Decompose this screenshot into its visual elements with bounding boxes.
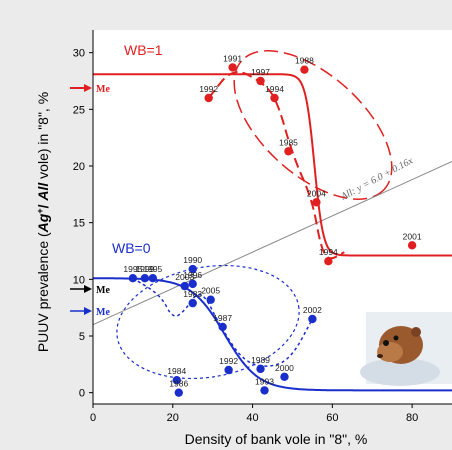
y-tick-label: 15: [73, 218, 85, 230]
wb1-point: [270, 93, 279, 103]
wb1-point: [407, 241, 417, 250]
wb1-group-label: WB=1: [124, 42, 163, 58]
wb0-point: [172, 376, 181, 385]
wb0-point-label: 1990: [183, 255, 202, 265]
wb0-point: [180, 281, 189, 291]
x-axis-title: Density of bank vole in "8", %: [185, 431, 368, 447]
wb0-point: [174, 388, 183, 397]
wb0-point: [260, 386, 269, 395]
data-points: [128, 63, 417, 397]
wb0-point: [148, 274, 158, 283]
wb0-point-label: 2005: [201, 286, 220, 296]
wb1-point-label: 1997: [251, 67, 270, 77]
wb1-point-label: 1994: [265, 84, 284, 94]
wb1-point: [300, 65, 309, 74]
wb0-point: [188, 264, 197, 274]
wb0-point: [256, 364, 265, 374]
y-axis-title-ag: Ag: [35, 213, 51, 233]
wb1-point-label: 2001: [403, 231, 422, 241]
wb0-point-label: 1986: [169, 379, 188, 389]
y-axis-title-slash: /: [35, 201, 51, 209]
y-axis-title-part2: vole) in "8", %: [35, 92, 51, 183]
wb0-point-label: 1999: [135, 264, 154, 274]
wb0-point-label: 1983: [183, 289, 202, 299]
wb1-point: [228, 63, 237, 72]
wb0-group-label: WB=0: [112, 240, 151, 256]
wb1-trend-dashed: [207, 71, 345, 260]
wb0-point-label: 2002: [303, 305, 322, 315]
wb0-point: [224, 365, 233, 375]
wb0-point-label: 2003: [175, 272, 194, 282]
bank-vole-photo: [360, 312, 452, 386]
y-tick-label: 10: [73, 274, 85, 286]
point-labels: 1992 1991 1997 1994 1988 1985 2004 1994 2001 1995…: [123, 53, 421, 388]
x-tick-label: 0: [90, 412, 96, 424]
wb0-point-label: 1993: [255, 376, 274, 386]
all-regression-line: [92, 161, 452, 326]
wb0-point: [188, 298, 197, 308]
wb0-point: [188, 279, 197, 289]
wb1-point-label: 1992: [199, 84, 218, 94]
x-tick-label: 20: [167, 412, 179, 424]
x-tick-label: 60: [326, 412, 338, 424]
wb1-point: [284, 147, 293, 156]
y-tick-label: 5: [79, 331, 85, 343]
wb0-point-label: 2000: [275, 363, 294, 373]
confidence-ellipses: [116, 50, 393, 380]
x-tick-label: 40: [246, 412, 258, 424]
wb1-point-label: 2004: [307, 188, 326, 198]
me-marker-red: Me: [70, 84, 110, 95]
y-tick-label: 25: [73, 104, 85, 116]
wb1-point-label: 1985: [279, 137, 298, 147]
wb1-point: [312, 198, 321, 207]
y-tick-label: 20: [73, 161, 85, 173]
y-axis-title-part1: PUUV prevalence (: [35, 232, 51, 352]
wb0-ellipse: [116, 264, 300, 380]
wb0-trend-dotted: [132, 277, 314, 367]
wb0-point: [218, 322, 227, 332]
wb0-point: [280, 372, 289, 381]
wb0-point-label: 1996: [183, 270, 202, 280]
me-label-red: Me: [96, 84, 110, 95]
me-label-blue: Me: [96, 307, 110, 318]
wb0-point-label: 1995: [143, 264, 162, 274]
wb0-point: [140, 274, 150, 283]
wb0-point-label: 1984: [167, 366, 186, 376]
me-label-black: Me: [96, 285, 110, 296]
wb0-point-label: 1989: [251, 355, 270, 365]
y-axis-title-all: All: [35, 182, 51, 202]
wb1-fit-curve: [93, 73, 452, 257]
wb1-point-label: 1991: [223, 53, 242, 63]
me-marker-black: Me: [70, 285, 110, 296]
wb0-point-label: 1992: [219, 356, 238, 366]
axes: 0 20 40 60 80 0 5 10 15 20 25 30: [73, 30, 452, 424]
x-tick-label: 80: [406, 412, 418, 424]
wb0-point-label: 1995: [123, 264, 142, 274]
y-axis-title-plus: +: [35, 208, 45, 213]
wb0-point: [206, 295, 215, 304]
wb0-point-label: 1987: [213, 313, 232, 323]
y-tick-label: 0: [79, 388, 85, 400]
y-axis-title: PUUV prevalence (Ag+/ All vole) in "8", …: [35, 92, 51, 352]
wb1-ellipse: [233, 50, 393, 200]
wb1-point: [256, 76, 265, 86]
wb0-point: [128, 274, 138, 283]
wb1-point: [204, 93, 213, 103]
me-marker-blue: Me: [70, 307, 110, 318]
y-tick-label: 30: [73, 48, 85, 60]
wb1-point-label: 1994: [319, 247, 338, 257]
wb0-point: [308, 314, 317, 324]
wb1-point: [324, 257, 333, 266]
wb1-point-label: 1988: [295, 56, 314, 66]
